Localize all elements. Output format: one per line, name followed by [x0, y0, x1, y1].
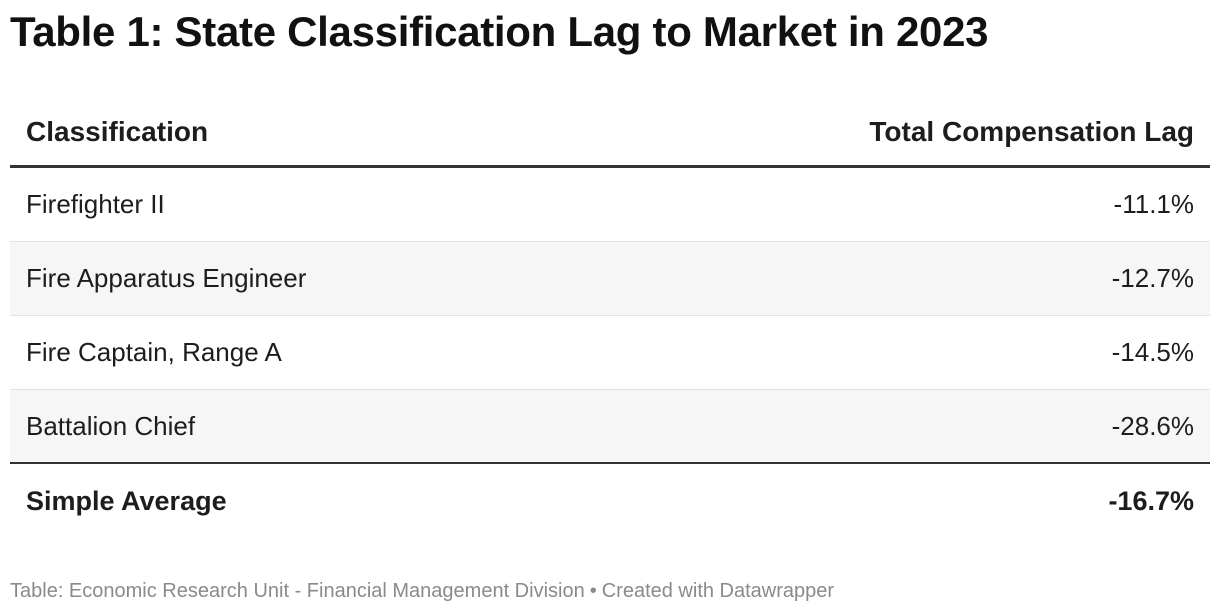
footer: Table: Economic Research Unit - Financia… — [10, 580, 834, 603]
source-note: Table: Economic Research Unit - Financia… — [10, 580, 585, 602]
total-value: -16.7% — [1108, 485, 1194, 516]
table-row: Fire Apparatus Engineer -12.7% — [10, 242, 1210, 316]
row-classification: Fire Apparatus Engineer — [26, 263, 307, 293]
total-label: Simple Average — [26, 485, 227, 516]
data-table: Classification Total Compensation Lag Fi… — [10, 98, 1210, 538]
row-lag-value: -28.6% — [1111, 410, 1194, 441]
total-row: Simple Average -16.7% — [10, 464, 1210, 538]
row-classification: Firefighter II — [26, 189, 165, 219]
table-header: Classification Total Compensation Lag — [10, 98, 1210, 168]
table-row: Battalion Chief -28.6% — [10, 390, 1210, 464]
table-row: Fire Captain, Range A -14.5% — [10, 316, 1210, 390]
table-row: Firefighter II -11.1% — [10, 168, 1210, 242]
table-title: Table 1: State Classification Lag to Mar… — [10, 8, 989, 55]
row-classification: Battalion Chief — [26, 410, 196, 441]
row-lag-value: -11.1% — [1113, 189, 1194, 219]
credit-note: Created with Datawrapper — [601, 580, 835, 602]
row-lag-value: -14.5% — [1111, 337, 1194, 367]
footer-separator: • — [589, 580, 597, 602]
row-classification: Fire Captain, Range A — [26, 337, 282, 367]
row-lag-value: -12.7% — [1111, 263, 1194, 293]
column-header-lag: Total Compensation Lag — [869, 115, 1194, 147]
column-header-classification: Classification — [26, 115, 209, 147]
